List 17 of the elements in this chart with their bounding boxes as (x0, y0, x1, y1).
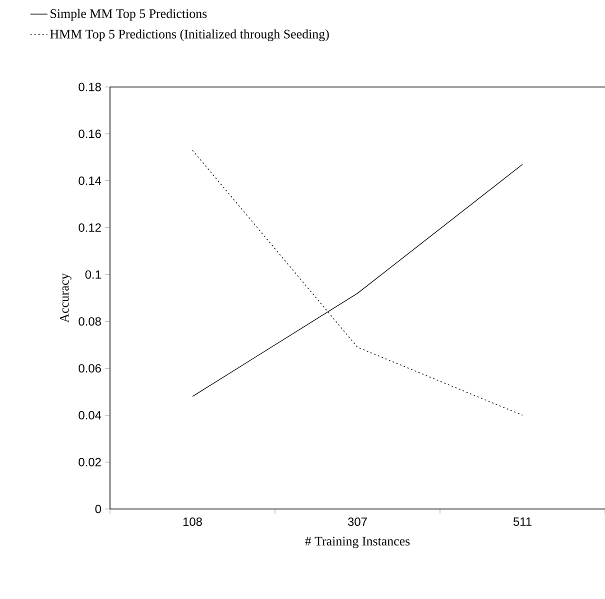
y-tick-label: 0.1 (85, 270, 101, 279)
y-tick-label: 0.04 (78, 410, 102, 420)
y-tick-label: 0.12 (78, 223, 101, 232)
legend-label: HMM Top 5 Predictions (Initialized through Seeding) (50, 29, 329, 42)
legend-label: Simple MM Top 5 Predictions (50, 8, 207, 21)
y-tick-label: 0.14 (78, 176, 102, 185)
y-tick-label: 0.18 (78, 82, 101, 92)
y-tick-label: 0 (95, 504, 102, 514)
y-tick-label: 0.06 (78, 364, 101, 373)
x-tick-label: 511 (513, 518, 532, 526)
x-tick-label: 108 (183, 518, 202, 526)
y-axis-title: Accuracy (60, 273, 72, 323)
x-tick-label: 307 (348, 518, 367, 526)
y-tick-label: 0.02 (78, 458, 101, 466)
y-tick-label: 0.08 (78, 317, 101, 326)
y-tick-label: 0.16 (78, 130, 101, 138)
x-axis-title: # Training Instances (305, 536, 410, 548)
